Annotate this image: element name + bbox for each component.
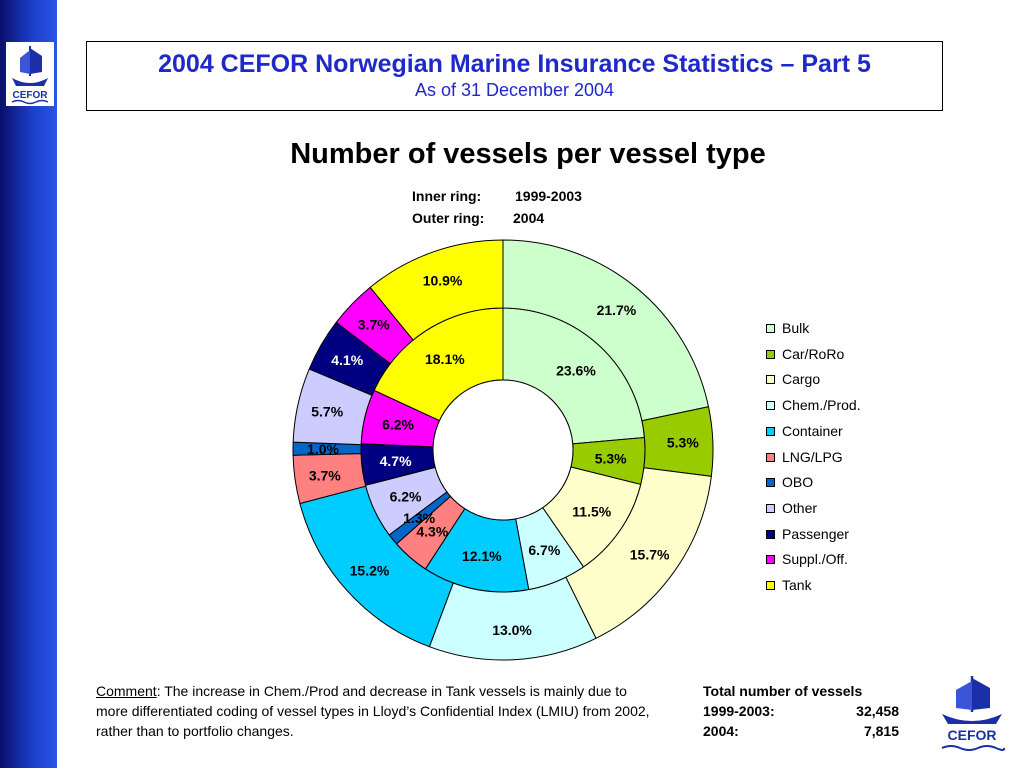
data-label: 15.2% [350, 563, 390, 579]
legend-swatch [766, 529, 775, 539]
data-label: 4.3% [416, 524, 448, 540]
viking-ship-icon: CEFOR [941, 676, 1006, 751]
cefor-logo-top: CEFOR [6, 42, 54, 106]
totals-row-value: 7,815 [863, 723, 899, 739]
inner-ring-value: 1999-2003 [515, 188, 582, 204]
side-bar [0, 0, 57, 768]
header-box: 2004 CEFOR Norwegian Marine Insurance St… [86, 41, 943, 111]
data-label: 1.0% [307, 441, 339, 457]
data-label: 5.3% [595, 450, 627, 466]
legend-label: Car/RoRo [782, 345, 845, 362]
data-label: 3.7% [309, 467, 341, 483]
legend-label: Bulk [782, 320, 810, 336]
viking-ship-icon: CEFOR [11, 46, 49, 105]
comment: Comment: The increase in Chem./Prod and … [96, 681, 656, 741]
legend-label: Other [782, 499, 818, 516]
legend-label: Chem./Prod. [782, 397, 861, 414]
legend-swatch [766, 555, 775, 565]
totals-row: 2004: 7,815 [703, 721, 899, 741]
totals-row: 1999-2003: 32,458 [703, 701, 899, 721]
legend-swatch [766, 478, 775, 488]
legend-swatch [766, 581, 775, 590]
data-label: 6.2% [390, 489, 422, 505]
data-label: 15.7% [630, 546, 670, 562]
outer-ring-label: Outer ring: [412, 210, 485, 226]
legend-swatch [766, 375, 775, 385]
legend-label: Cargo [782, 371, 821, 388]
totals-box: Total number of vessels 1999-2003: 32,45… [703, 681, 899, 741]
slice-outer-tank [369, 239, 504, 341]
data-label: 6.7% [528, 542, 560, 558]
legend-label: Passenger [782, 525, 849, 542]
data-label: 10.9% [423, 272, 463, 288]
data-label: 18.1% [425, 351, 465, 367]
comment-text: : The increase in Chem./Prod and decreas… [96, 683, 650, 739]
outer-ring-value: 2004 [513, 210, 545, 226]
data-label: 11.5% [572, 504, 611, 520]
totals-title: Total number of vessels [703, 683, 863, 699]
legend-swatch [766, 452, 775, 462]
legend-label: Suppl./Off. [782, 551, 848, 568]
data-label: 21.7% [597, 302, 637, 318]
data-label: 5.7% [311, 403, 343, 419]
data-label: 4.7% [380, 453, 412, 469]
legend-swatch [766, 401, 775, 411]
data-label: 23.6% [556, 362, 596, 378]
legend-label: Container [782, 422, 843, 439]
totals-row-value: 32,458 [856, 703, 899, 719]
chart-title: Number of vessels per vessel type [290, 138, 766, 170]
logo-text-top: CEFOR [13, 90, 49, 101]
data-label: 4.1% [331, 352, 363, 368]
data-label: 1.3% [403, 510, 435, 526]
logo-text-bottom: CEFOR [948, 727, 997, 743]
data-label: 3.7% [358, 317, 390, 333]
legend-swatch [766, 426, 775, 436]
data-label: 12.1% [462, 548, 502, 564]
legend-swatch [766, 503, 775, 513]
data-label: 13.0% [492, 622, 532, 638]
legend-swatch [766, 324, 775, 333]
legend-label: LNG/LPG [782, 448, 843, 465]
totals-row-label: 2004: [703, 723, 739, 739]
legend-label: Tank [782, 577, 812, 593]
legend-label: OBO [782, 474, 814, 491]
header-subtitle: As of 31 December 2004 [414, 80, 615, 100]
data-label: 5.3% [667, 435, 699, 451]
comment-label: Comment [96, 683, 157, 699]
cefor-logo-bottom: CEFOR [934, 672, 1010, 752]
totals-row-label: 1999-2003: [703, 703, 775, 719]
donut-hole [432, 379, 574, 521]
inner-ring-label: Inner ring: [412, 188, 482, 204]
header-title: 2004 CEFOR Norwegian Marine Insurance St… [158, 50, 871, 78]
legend-swatch [766, 349, 775, 359]
data-label: 6.2% [382, 416, 414, 432]
